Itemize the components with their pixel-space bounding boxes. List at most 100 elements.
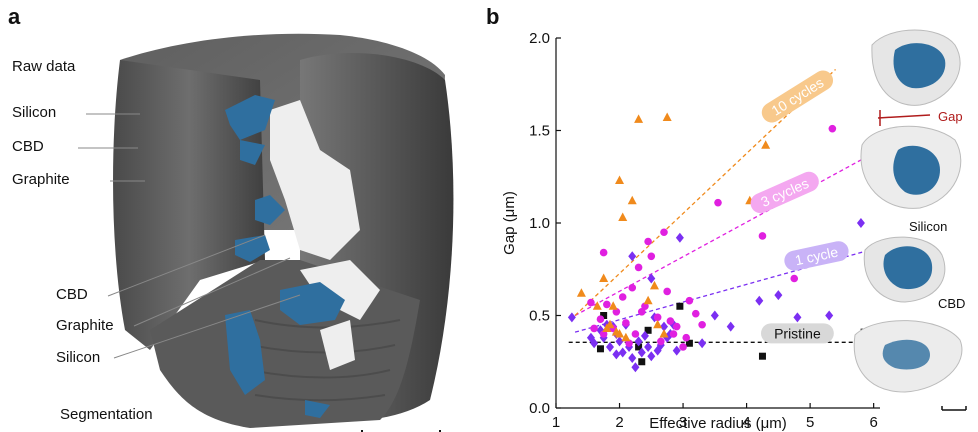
y-axis-title: Gap (μm) bbox=[501, 191, 518, 255]
point-3-cycles bbox=[634, 263, 643, 272]
point-3-cycles bbox=[641, 302, 649, 311]
x-tick-label: 5 bbox=[806, 414, 814, 431]
point-1-cycle bbox=[755, 295, 764, 306]
point-1-cycle bbox=[647, 273, 656, 284]
point-pristine bbox=[635, 343, 643, 351]
point-1-cycle bbox=[615, 336, 624, 347]
point-3-cycles bbox=[590, 324, 598, 333]
point-3-cycles bbox=[682, 333, 691, 342]
point-10-cycles bbox=[615, 329, 625, 338]
inset-cbd-label: CBD bbox=[938, 296, 965, 311]
x-tick-label: 1 bbox=[552, 414, 560, 431]
fit-label-text: Pristine bbox=[774, 325, 821, 341]
point-3-cycles bbox=[647, 252, 656, 261]
point-1-cycle bbox=[726, 321, 735, 332]
point-3-cycles bbox=[625, 339, 633, 348]
point-3-cycles bbox=[628, 283, 637, 292]
inset-1-cycle: Silicon bbox=[863, 219, 947, 303]
volume-left-face bbox=[113, 60, 266, 350]
gap-vs-radius-chart: 1 2 3 4 5 6 0.0 0.5 1.0 1.5 2.0 Pristine 1 cycle 3 c… bbox=[501, 29, 967, 432]
point-3-cycles bbox=[587, 298, 595, 307]
point-3-cycles bbox=[669, 330, 678, 338]
label-cbd-top: CBD bbox=[12, 138, 44, 155]
point-10-cycles bbox=[618, 212, 628, 221]
panel-b-letter: b bbox=[486, 4, 500, 29]
point-1-cycle bbox=[637, 347, 646, 358]
point-3-cycles bbox=[644, 237, 652, 246]
x-tick-label: 2 bbox=[615, 414, 623, 431]
point-1-cycle bbox=[606, 341, 614, 352]
label-segmentation: Segmentation bbox=[60, 406, 153, 423]
point-3-cycles bbox=[828, 124, 837, 133]
inset-silicon-label: Silicon bbox=[909, 219, 947, 234]
point-3-cycles bbox=[790, 274, 799, 283]
fit-label-pill bbox=[750, 171, 819, 214]
point-10-cycles bbox=[643, 295, 653, 305]
x-tick-label: 3 bbox=[679, 414, 687, 431]
fit-label-group: 3 cycles bbox=[750, 171, 819, 214]
fit-label-pill bbox=[761, 323, 834, 344]
point-3-cycles bbox=[657, 337, 665, 346]
fit-line bbox=[574, 68, 836, 316]
point-10-cycles bbox=[576, 288, 586, 297]
point-3-cycles bbox=[618, 293, 627, 301]
point-1-cycle bbox=[618, 347, 627, 358]
point-1-cycle bbox=[660, 321, 668, 332]
point-1-cycle bbox=[675, 232, 684, 243]
point-10-cycles bbox=[659, 329, 669, 338]
point-3-cycles bbox=[691, 309, 700, 318]
x-tick-label: 4 bbox=[742, 414, 750, 431]
point-pristine bbox=[758, 352, 766, 360]
point-3-cycles bbox=[637, 308, 646, 316]
volume-render-image bbox=[78, 33, 454, 432]
point-3-cycles bbox=[612, 308, 621, 316]
point-1-cycle bbox=[612, 349, 621, 360]
fit-label-pill bbox=[761, 70, 834, 123]
fit-label-pill bbox=[784, 241, 849, 271]
point-10-cycles bbox=[621, 332, 631, 342]
y-tick-label: 2.0 bbox=[529, 30, 550, 47]
point-3-cycles bbox=[599, 248, 608, 257]
point-3-cycles bbox=[599, 330, 608, 338]
point-1-cycle bbox=[653, 345, 662, 356]
point-10-cycles bbox=[653, 319, 663, 329]
label-silicon-top: Silicon bbox=[12, 104, 57, 121]
point-3-cycles bbox=[660, 228, 668, 237]
y-tick-label: 1.0 bbox=[529, 215, 550, 232]
point-3-cycles bbox=[596, 315, 605, 324]
point-10-cycles bbox=[627, 195, 637, 205]
point-1-cycle bbox=[640, 330, 649, 341]
point-1-cycle bbox=[567, 312, 576, 323]
point-10-cycles bbox=[615, 175, 625, 184]
point-10-cycles bbox=[608, 301, 618, 310]
fit-label-group: 10 cycles bbox=[761, 70, 834, 123]
inset-gap-label: Gap bbox=[938, 109, 963, 124]
inset-10-cycles: Gap bbox=[871, 29, 963, 126]
chart-axes: 1 2 3 4 5 6 0.0 0.5 1.0 1.5 2.0 bbox=[529, 30, 880, 431]
point-10-cycles bbox=[662, 112, 672, 122]
point-1-cycle bbox=[590, 338, 599, 349]
point-3-cycles bbox=[631, 330, 640, 338]
label-silicon-bottom: Silicon bbox=[56, 349, 101, 366]
point-1-cycle bbox=[698, 338, 707, 349]
y-tick-label: 0.0 bbox=[529, 400, 550, 417]
label-cbd-bottom: CBD bbox=[56, 286, 88, 303]
point-10-cycles bbox=[761, 140, 771, 149]
point-1-cycle bbox=[634, 336, 643, 347]
fit-label-group: Pristine bbox=[761, 323, 834, 344]
point-1-cycle bbox=[825, 310, 834, 321]
point-10-cycles bbox=[602, 323, 612, 332]
silicon-regions bbox=[225, 95, 345, 418]
point-3-cycles bbox=[685, 296, 694, 305]
label-raw-data: Raw data bbox=[12, 58, 76, 75]
panel-a-letter: a bbox=[8, 4, 21, 29]
point-1-cycle bbox=[644, 341, 653, 352]
point-1-cycle bbox=[774, 290, 783, 301]
x-tick-label: 6 bbox=[869, 414, 877, 431]
point-10-cycles bbox=[649, 280, 659, 290]
point-1-cycle bbox=[628, 251, 637, 262]
fit-label-group: 1 cycle bbox=[784, 241, 849, 271]
point-1-cycle bbox=[856, 218, 865, 228]
label-graphite-bottom: Graphite bbox=[56, 317, 114, 334]
cbd-regions bbox=[270, 100, 380, 370]
